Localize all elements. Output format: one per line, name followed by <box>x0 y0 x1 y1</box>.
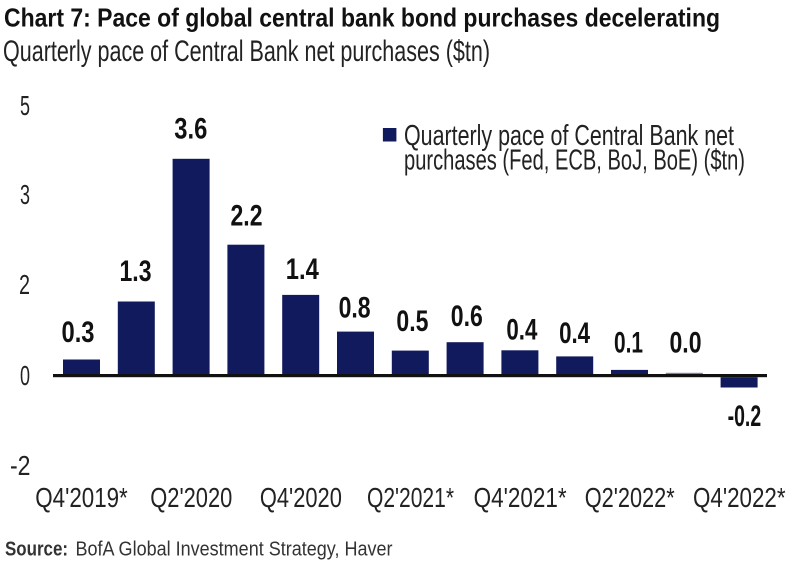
svg-text:1.4: 1.4 <box>286 253 319 286</box>
svg-text:0.4: 0.4 <box>506 314 537 347</box>
svg-text:0.1: 0.1 <box>614 327 643 360</box>
svg-text:-2: -2 <box>10 450 31 481</box>
svg-text:purchases (Fed, ECB, BoJ, BoE): purchases (Fed, ECB, BoJ, BoE) ($tn) <box>404 145 745 177</box>
svg-text:Q2'2020: Q2'2020 <box>150 482 232 513</box>
svg-text:Chart 7: Pace of global centra: Chart 7: Pace of global central bank bon… <box>4 2 720 32</box>
svg-text:Q2'2021*: Q2'2021* <box>367 482 454 513</box>
svg-text:3.6: 3.6 <box>174 113 207 146</box>
svg-text:Quarterly pace of Central Bank: Quarterly pace of Central Bank net <box>404 120 734 152</box>
svg-text:0.3: 0.3 <box>62 316 95 349</box>
svg-text:Quarterly pace of Central Bank: Quarterly pace of Central Bank net purch… <box>3 35 490 68</box>
svg-text:Q4'2022*: Q4'2022* <box>693 482 786 513</box>
svg-text:BofA Global Investment Strateg: BofA Global Investment Strategy, Haver <box>76 538 393 561</box>
svg-text:-0.2: -0.2 <box>728 400 762 433</box>
svg-text:Q4'2021*: Q4'2021* <box>474 482 567 513</box>
svg-text:Q2'2022*: Q2'2022* <box>585 482 675 513</box>
svg-text:0.4: 0.4 <box>559 317 590 350</box>
svg-text:2.2: 2.2 <box>231 200 263 233</box>
svg-text:0.0: 0.0 <box>670 327 702 360</box>
svg-text:Q4'2020: Q4'2020 <box>260 482 342 513</box>
svg-text:Q4'2019*: Q4'2019* <box>35 482 128 513</box>
svg-text:3: 3 <box>20 179 30 210</box>
svg-text:1.3: 1.3 <box>120 255 152 288</box>
svg-text:2: 2 <box>19 269 30 300</box>
svg-text:0: 0 <box>20 360 30 391</box>
svg-text:5: 5 <box>20 90 30 121</box>
svg-text:0.6: 0.6 <box>451 300 483 333</box>
svg-text:0.5: 0.5 <box>396 305 428 338</box>
svg-text:0.8: 0.8 <box>339 292 371 325</box>
svg-text:Source:: Source: <box>5 538 68 561</box>
